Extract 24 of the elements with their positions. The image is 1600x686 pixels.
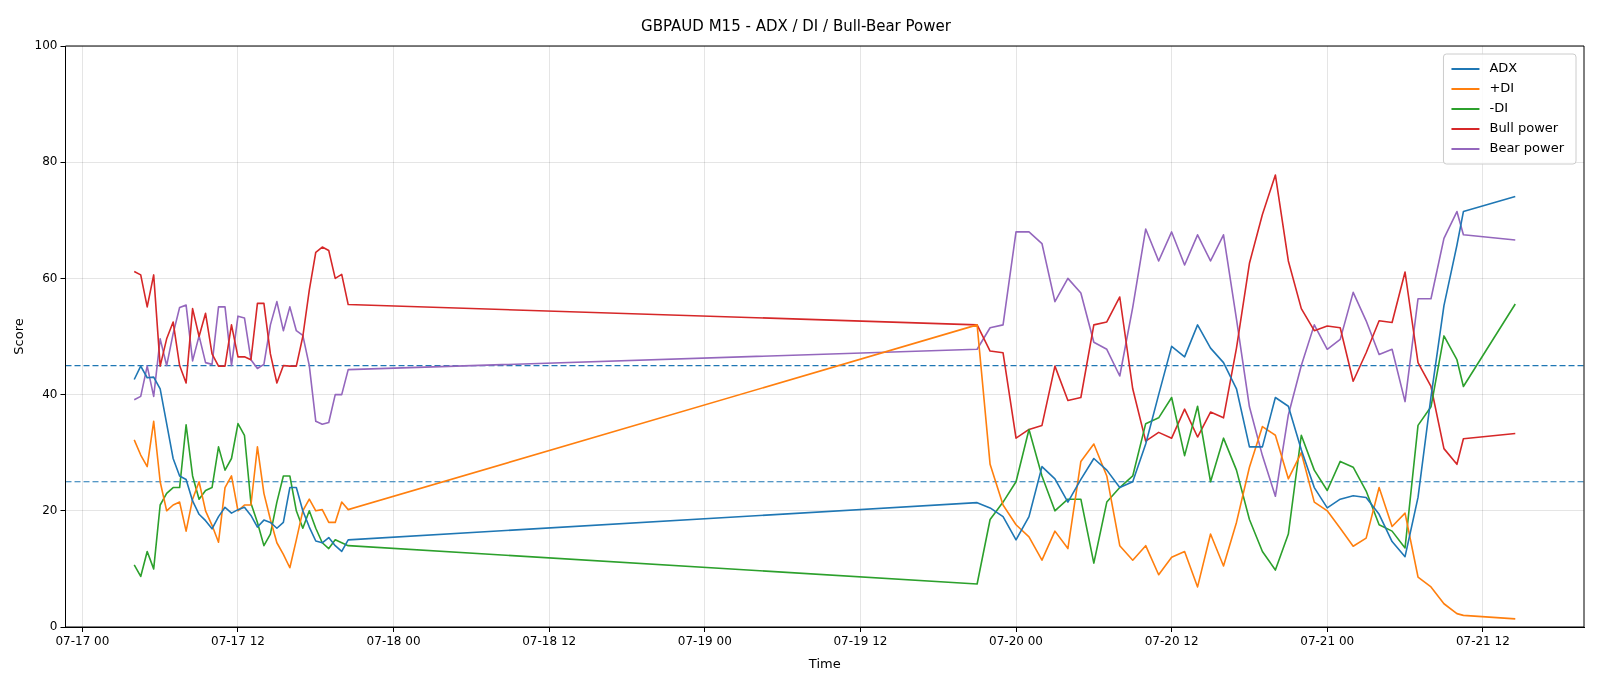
y-tick-label: 20 [42, 502, 58, 517]
x-axis-title: Time [807, 655, 841, 671]
y-tick-label: 80 [42, 154, 58, 169]
x-tick-label: 07-17 00 [55, 634, 110, 649]
y-tick-label: 40 [42, 386, 58, 401]
x-tick-label: 07-19 12 [833, 634, 888, 649]
x-tick-label: 07-18 00 [366, 634, 421, 649]
x-tick-label: 07-21 00 [1300, 634, 1355, 649]
legend-label: +DI [1489, 80, 1515, 96]
y-tick-label: 100 [34, 38, 58, 53]
legend-label: ADX [1489, 60, 1518, 76]
x-tick-label: 07-20 00 [989, 634, 1043, 649]
y-tick-label: 0 [49, 619, 58, 634]
y-axis-title: Score [11, 318, 27, 355]
x-tick-label: 07-17 12 [211, 634, 265, 649]
y-tick-label: 60 [42, 270, 58, 285]
x-tick-label: 07-18 12 [522, 634, 577, 649]
legend-label: Bear power [1489, 140, 1565, 156]
x-tick-label: 07-20 12 [1144, 634, 1199, 649]
x-tick-label: 07-19 00 [677, 634, 732, 649]
x-tick-label: 07-21 12 [1455, 634, 1510, 649]
legend-label: Bull power [1489, 120, 1559, 136]
chart-title: GBPAUD M15 - ADX / DI / Bull-Bear Power [641, 16, 952, 35]
legend-label: -DI [1489, 100, 1509, 116]
